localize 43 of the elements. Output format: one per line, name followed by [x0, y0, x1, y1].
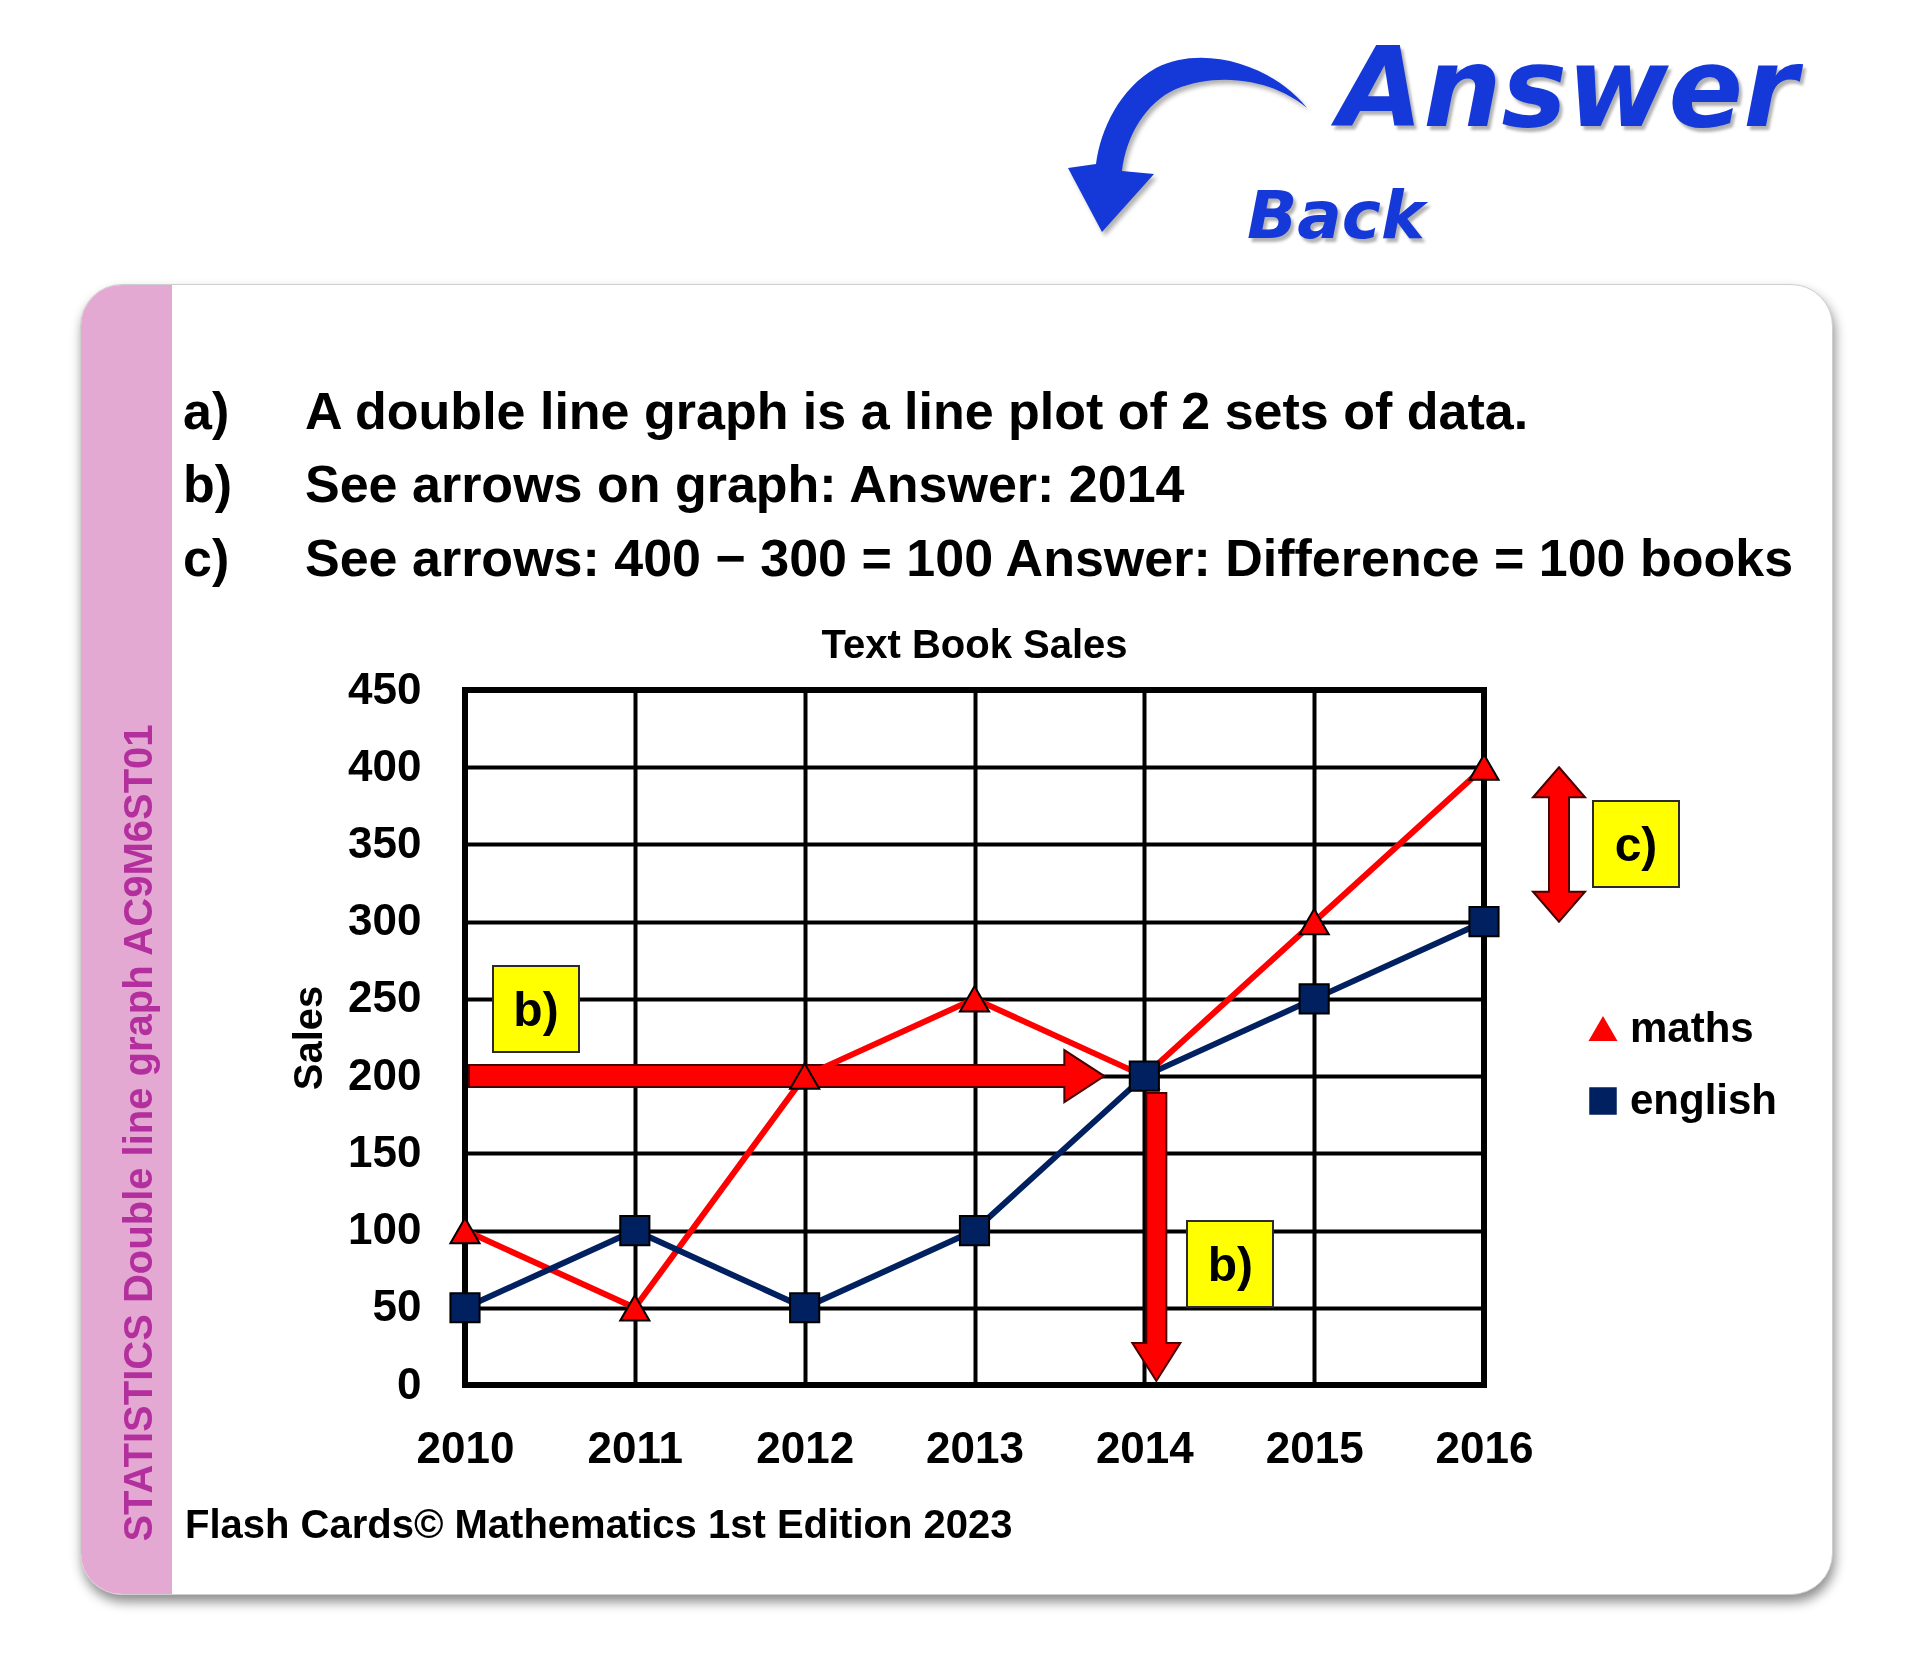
x-tick-label: 2012 — [756, 1422, 855, 1472]
annotation: b) — [1186, 1220, 1275, 1308]
point — [1468, 906, 1500, 938]
text: a) — [183, 381, 230, 441]
y-tick-label: 400 — [348, 740, 422, 790]
y-tick-label: 0 — [397, 1358, 422, 1408]
text: See arrows on graph: Answer: 2014 — [305, 454, 1185, 514]
y-tick-label: 250 — [348, 972, 422, 1022]
legend-label: english — [1630, 1076, 1778, 1123]
y-tick-label: 200 — [348, 1049, 422, 1099]
x-tick-label: 2010 — [416, 1422, 515, 1472]
text: Flash Cards© Mathematics 1st Edition 2023 — [185, 1501, 1013, 1547]
y-tick-label: 350 — [348, 817, 422, 867]
text: c) — [183, 528, 230, 588]
x-tick-label: 2013 — [926, 1422, 1024, 1472]
point — [789, 1062, 821, 1090]
point — [619, 1214, 651, 1247]
point — [449, 1292, 481, 1324]
text: STATISTICS Double line graph AC9M6ST01 — [115, 724, 161, 1542]
point — [958, 985, 991, 1013]
legend-label: maths — [1630, 1004, 1754, 1051]
x-tick-label: 2015 — [1265, 1422, 1364, 1472]
point — [1468, 753, 1500, 781]
point — [1298, 908, 1330, 936]
chart-title: Text Book Sales — [821, 622, 1128, 666]
text: b) — [183, 454, 233, 514]
x-tick-label: 2011 — [587, 1422, 684, 1472]
point — [789, 1292, 821, 1324]
point — [619, 1294, 651, 1322]
y-tick-label: 100 — [348, 1204, 422, 1254]
y-axis-title: Sales — [286, 985, 331, 1091]
y-tick-label: 450 — [348, 663, 422, 713]
point — [958, 1214, 991, 1247]
x-tick-label: 2016 — [1435, 1422, 1534, 1472]
text: A double line graph is a line plot of 2 sets of data. — [305, 381, 1529, 441]
y-tick-label: 300 — [348, 895, 422, 945]
text: See arrows: 400 − 300 = 100 Answer: Difference = 100 books — [305, 528, 1794, 588]
y-tick-label: 150 — [348, 1126, 422, 1176]
point — [1298, 983, 1330, 1015]
x-tick-label: 2014 — [1095, 1422, 1195, 1472]
text: c) — [1592, 800, 1680, 889]
annotation: b) — [492, 965, 580, 1054]
y-tick-label: 50 — [372, 1281, 422, 1331]
